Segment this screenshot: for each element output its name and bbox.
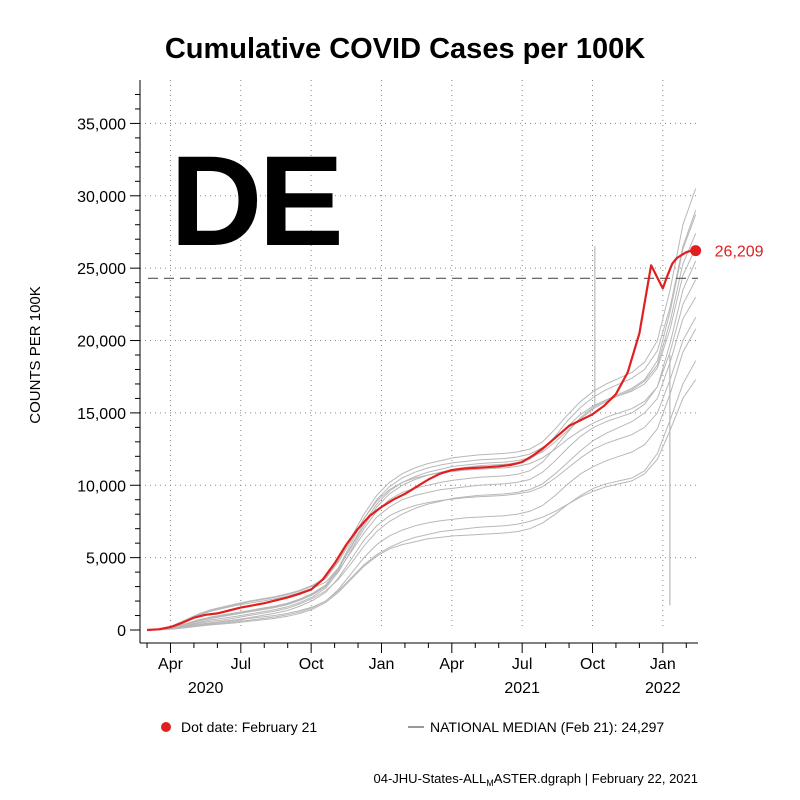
background-series-line [147,233,696,630]
background-series-line [147,361,696,630]
y-tick-label: 30,000 [77,189,126,206]
y-tick-label: 10,000 [77,478,126,495]
y-tick-label: 15,000 [77,406,126,423]
x-tick-label: Oct [299,656,324,673]
x-tick-label: Apr [158,656,184,673]
chart-title: Cumulative COVID Cases per 100K [165,33,645,65]
background-series-line [147,280,696,630]
x-year-label: 2022 [645,680,681,697]
x-year-label: 2021 [504,680,540,697]
y-tick-label: 25,000 [77,261,126,278]
x-tick-label: Jan [650,656,676,673]
chart: Cumulative COVID Cases per 100K COUNTS P… [0,0,800,800]
x-year-label: 2020 [188,680,224,697]
x-tick-label: Oct [580,656,605,673]
legend: Dot date: February 21 NATIONAL MEDIAN (F… [161,719,664,735]
background-series-line [147,380,696,630]
legend-dot-label: Dot date: February 21 [181,719,317,735]
x-tick-label: Jan [369,656,395,673]
footer-source: 04-JHU-States-ALLMASTER.dgraph | Februar… [374,771,699,788]
background-series-line [147,329,696,630]
background-series-line [147,317,696,630]
x-tick-label: Jul [512,656,532,673]
legend-dot-marker [161,722,171,732]
legend-median-label: NATIONAL MEDIAN (Feb 21): 24,297 [430,719,664,735]
y-tick-label: 0 [117,623,126,640]
state-label: DE [170,130,340,273]
background-series-line [147,297,696,630]
x-tick-label: Apr [439,656,465,673]
background-series-line [147,215,696,630]
y-tick-label: 20,000 [77,334,126,351]
background-series-line [147,248,696,630]
end-dot-label: 26,209 [715,244,764,261]
y-tick-label: 5,000 [86,551,126,568]
y-axis-label: COUNTS PER 100K [27,286,44,424]
background-series-line [147,261,696,630]
background-series-line [147,210,696,630]
x-tick-label: Jul [231,656,251,673]
y-tick-label: 35,000 [77,116,126,133]
end-dot [690,245,701,256]
